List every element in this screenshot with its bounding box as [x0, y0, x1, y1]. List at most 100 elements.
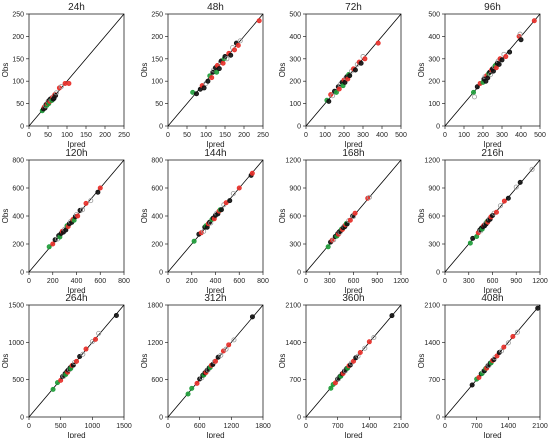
data-point — [249, 170, 255, 176]
panel-title: 96h — [484, 2, 501, 13]
x-tick-label: 100 — [458, 132, 470, 139]
y-tick-label: 200 — [289, 79, 301, 86]
x-axis-label: Ipred — [67, 140, 85, 149]
data-point — [517, 179, 523, 185]
x-axis-label: Ipred — [206, 431, 224, 438]
x-axis-label: Ipred — [67, 286, 85, 295]
data-point — [485, 75, 491, 81]
panel-264h: 264h 0 500 1000 1500 0 500 1000 1500 Ipred Obs — [1, 293, 132, 438]
data-point — [226, 342, 232, 348]
data-point — [88, 198, 94, 204]
data-point — [488, 71, 494, 77]
y-tick-label: 0 — [297, 415, 301, 422]
y-axis-label: Obs — [417, 354, 426, 369]
x-tick-label: 0 — [443, 423, 447, 430]
data-point — [330, 93, 336, 99]
y-tick-label: 0 — [159, 124, 163, 131]
data-point — [352, 210, 358, 216]
x-tick-label: 1200 — [532, 278, 548, 285]
data-point — [494, 353, 500, 359]
data-point — [235, 42, 241, 48]
x-tick-label: 1500 — [116, 423, 132, 430]
y-tick-label: 0 — [159, 415, 163, 422]
x-tick-label: 1200 — [393, 278, 409, 285]
y-tick-label: 800 — [12, 158, 24, 165]
x-tick-label: 0 — [166, 423, 170, 430]
data-point — [375, 40, 381, 46]
data-point — [50, 241, 56, 247]
x-tick-label: 600 — [487, 278, 499, 285]
y-tick-label: 0 — [297, 270, 301, 277]
data-point — [83, 200, 89, 206]
x-tick-label: 800 — [257, 278, 269, 285]
data-point — [214, 69, 220, 75]
panel-168h: 168h 0 300 600 900 1200 0 300 600 900 1200 Ipred Obs — [278, 148, 409, 295]
x-axis-label: Ipred — [483, 431, 501, 438]
x-tick-label: 0 — [166, 278, 170, 285]
x-tick-label: 900 — [510, 278, 522, 285]
data-point — [231, 47, 237, 53]
y-tick-label: 50 — [16, 101, 24, 108]
x-tick-label: 0 — [304, 278, 308, 285]
data-point — [113, 312, 119, 318]
data-point — [75, 213, 81, 219]
data-point — [328, 385, 334, 391]
data-point — [347, 217, 353, 223]
data-point — [535, 305, 541, 311]
data-point — [220, 60, 226, 66]
data-point — [50, 386, 56, 392]
panel-312h: 312h 0 600 1200 1800 0 600 1200 1800 Ipred Obs — [140, 293, 271, 438]
x-tick-label: 1400 — [501, 423, 517, 430]
data-point — [80, 351, 86, 357]
panel-title: 312h — [204, 293, 226, 304]
data-point — [501, 344, 507, 350]
x-tick-label: 200 — [47, 278, 59, 285]
panel-title: 264h — [65, 293, 87, 304]
y-tick-label: 600 — [428, 214, 440, 221]
panel-144h: 144h 0 200 400 600 800 0 200 400 600 800 Ipred Obs — [140, 148, 269, 295]
data-point — [194, 380, 200, 386]
data-point — [236, 185, 242, 191]
x-tick-label: 2100 — [393, 423, 409, 430]
panel-24h: 24h 0 50 100 150 200 250 0 50 100 150 200 250 Ipred Ob… — [1, 2, 130, 149]
y-tick-label: 1200 — [424, 158, 440, 165]
panel-title: 216h — [481, 148, 503, 159]
y-tick-label: 100 — [151, 79, 163, 86]
x-tick-label: 250 — [118, 132, 130, 139]
data-point — [332, 380, 338, 386]
y-tick-label: 500 — [12, 377, 24, 384]
y-tick-label: 1200 — [285, 158, 301, 165]
x-axis-label: Ipred — [344, 140, 362, 149]
data-point — [513, 184, 519, 190]
data-point — [201, 85, 207, 91]
x-axis-label: Ipred — [206, 140, 224, 149]
data-point — [79, 207, 85, 213]
y-tick-label: 50 — [155, 101, 163, 108]
y-tick-label: 900 — [289, 186, 301, 193]
data-point — [467, 240, 473, 246]
data-point — [326, 98, 332, 104]
x-tick-label: 400 — [210, 278, 222, 285]
x-tick-label: 400 — [71, 278, 83, 285]
plot-frame — [167, 304, 264, 418]
y-tick-label: 400 — [428, 34, 440, 41]
data-point — [46, 244, 52, 250]
x-tick-label: 300 — [357, 132, 369, 139]
panel-96h: 96h 0 100 200 300 400 500 0 100 200 300 400 500 Ipred… — [417, 2, 546, 149]
y-tick-label: 1400 — [424, 340, 440, 347]
y-tick-label: 700 — [428, 377, 440, 384]
x-tick-label: 0 — [27, 132, 31, 139]
data-point — [493, 209, 499, 215]
data-point — [362, 345, 368, 351]
data-point — [470, 235, 476, 241]
y-tick-label: 1800 — [147, 303, 163, 310]
data-point — [223, 346, 229, 352]
data-point — [517, 31, 523, 37]
data-point — [212, 358, 218, 364]
data-point — [366, 194, 372, 200]
x-tick-label: 0 — [166, 132, 170, 139]
y-tick-label: 0 — [436, 124, 440, 131]
x-tick-label: 500 — [395, 132, 407, 139]
data-point — [497, 203, 503, 209]
y-tick-label: 0 — [436, 270, 440, 277]
